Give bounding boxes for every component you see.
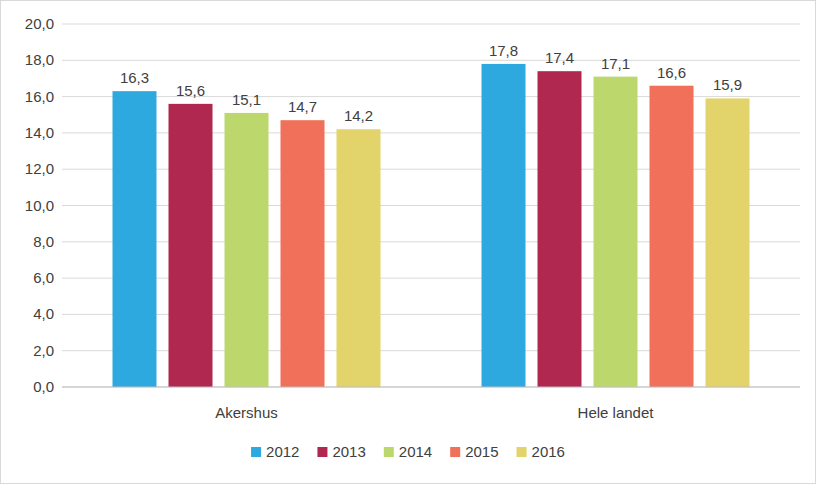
category-label: Hele landet bbox=[578, 404, 655, 421]
bar bbox=[225, 113, 269, 387]
data-label: 15,1 bbox=[232, 91, 261, 108]
y-tick-label: 18,0 bbox=[25, 51, 54, 68]
legend-label: 2014 bbox=[399, 443, 432, 460]
legend-label: 2012 bbox=[266, 443, 299, 460]
bar bbox=[113, 91, 157, 387]
legend-swatch bbox=[450, 447, 460, 457]
data-label: 17,1 bbox=[601, 55, 630, 72]
bar bbox=[538, 71, 582, 387]
bar bbox=[706, 98, 750, 387]
data-label: 16,3 bbox=[120, 69, 149, 86]
bar bbox=[169, 104, 213, 387]
y-tick-label: 10,0 bbox=[25, 197, 54, 214]
data-label: 15,6 bbox=[176, 82, 205, 99]
legend-label: 2013 bbox=[332, 443, 365, 460]
grid-line bbox=[62, 387, 800, 388]
data-label: 16,6 bbox=[657, 64, 686, 81]
y-tick-label: 12,0 bbox=[25, 160, 54, 177]
bars bbox=[113, 64, 750, 387]
y-tick-label: 2,0 bbox=[33, 342, 54, 359]
grid-line bbox=[62, 60, 800, 61]
y-tick-label: 14,0 bbox=[25, 124, 54, 141]
data-label: 17,8 bbox=[489, 42, 518, 59]
chart-frame bbox=[1, 1, 816, 484]
legend-swatch bbox=[517, 447, 527, 457]
category-label: Akershus bbox=[215, 404, 278, 421]
legend: 2012 2013 2014 2015 2016 bbox=[251, 443, 565, 460]
legend-swatch bbox=[384, 447, 394, 457]
y-tick-label: 4,0 bbox=[33, 305, 54, 322]
bar bbox=[281, 120, 325, 387]
y-tick-label: 8,0 bbox=[33, 233, 54, 250]
chart: 0,0 2,0 4,0 6,0 8,0 10,0 12,0 14,0 16,0 18,0 20,0 1… bbox=[0, 0, 816, 484]
bar bbox=[594, 77, 638, 387]
legend-swatch bbox=[317, 447, 327, 457]
data-label: 17,4 bbox=[545, 49, 574, 66]
y-tick-label: 6,0 bbox=[33, 269, 54, 286]
y-tick-label: 16,0 bbox=[25, 88, 54, 105]
legend-label: 2015 bbox=[465, 443, 498, 460]
y-tick-label: 0,0 bbox=[33, 378, 54, 395]
legend-label: 2016 bbox=[532, 443, 565, 460]
data-label: 14,2 bbox=[344, 107, 373, 124]
data-label: 15,9 bbox=[713, 76, 742, 93]
y-tick-label: 20,0 bbox=[25, 15, 54, 32]
grid-line bbox=[62, 24, 800, 25]
data-label: 14,7 bbox=[288, 98, 317, 115]
bar bbox=[482, 64, 526, 387]
bar bbox=[337, 129, 381, 387]
data-labels: 16,3 15,6 15,1 14,7 14,2 17,8 17,4 17,1 16,6 15,9 bbox=[120, 42, 742, 124]
legend-swatch bbox=[251, 447, 261, 457]
grid bbox=[62, 24, 800, 387]
bar bbox=[650, 86, 694, 387]
x-axis-line bbox=[62, 387, 800, 388]
